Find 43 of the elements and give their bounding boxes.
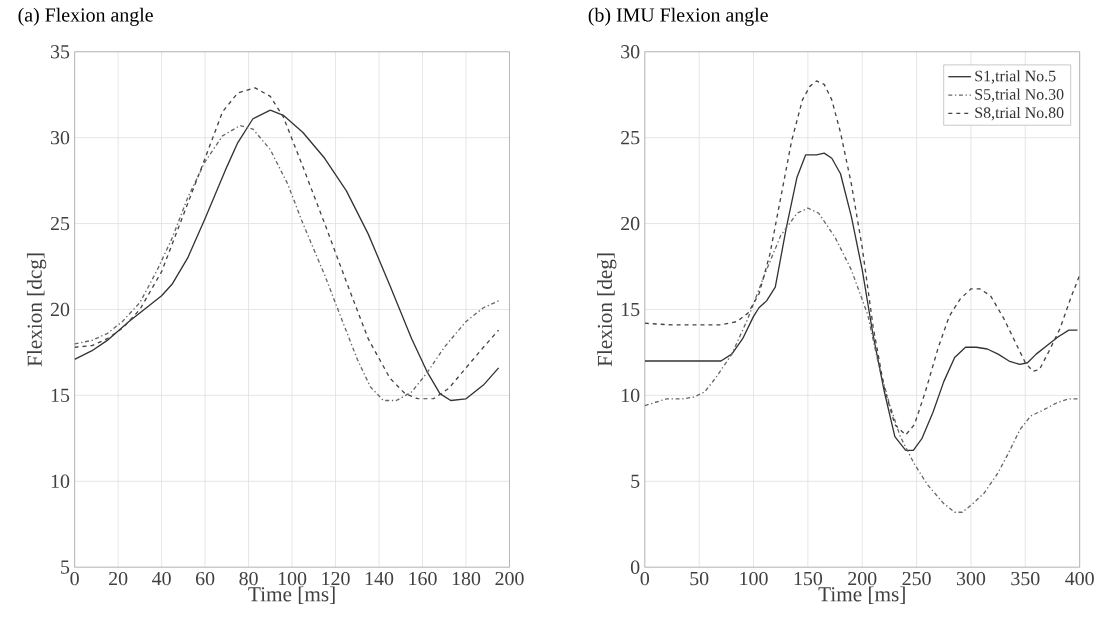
x-tick-label: 60 [195, 571, 215, 586]
x-tick-label: 100 [740, 571, 768, 586]
y-axis-title: Flexion [deg] [597, 253, 617, 367]
y-tick-label: 20 [621, 216, 640, 231]
x-tick-label: 300 [956, 571, 986, 586]
x-tick-label: 150 [794, 571, 823, 586]
x-tick-label: 200 [848, 571, 877, 586]
y-tick-label: 10 [621, 388, 640, 403]
y-tick-label: 10 [51, 474, 70, 489]
x-tick-label: 250 [902, 571, 931, 586]
x-tick-label: 100 [278, 571, 307, 586]
y-tick-label: 5 [631, 474, 640, 488]
x-tick-label: 50 [690, 571, 709, 586]
y-tick-label: 15 [51, 388, 70, 403]
y-tick-label: 35 [51, 45, 70, 59]
x-tick-label: 20 [109, 571, 128, 586]
x-tick-label: 120 [322, 571, 350, 586]
chart-title: (a) Flexion angle [18, 7, 153, 26]
y-tick-label: 25 [621, 131, 640, 145]
y-tick-label: 15 [621, 302, 640, 317]
x-tick-label: 400 [1065, 571, 1094, 586]
chart-title: (b) IMU Flexion angle [588, 7, 768, 26]
legend-label: S5,trial No.30 [975, 88, 1064, 103]
y-tick-label: 25 [50, 216, 70, 231]
y-axis-title: Flexion [dcg] [26, 253, 47, 367]
x-tick-label: 350 [1011, 571, 1040, 586]
line-series [644, 207, 1079, 513]
y-tick-label: 20 [50, 302, 70, 317]
x-tick-label: 180 [452, 571, 481, 586]
legend-label: S1,trial No.5 [975, 70, 1056, 84]
x-tick-label: 80 [239, 571, 258, 586]
x-tick-label: 160 [409, 571, 437, 586]
x-axis-title: Time [ms] [818, 586, 905, 605]
x-axis-title: Time [ms] [248, 586, 335, 605]
legend-label: S8,trial No.80 [975, 106, 1064, 121]
y-tick-label: 0 [630, 560, 640, 574]
y-tick-label: 5 [61, 560, 70, 574]
x-tick-label: 140 [365, 571, 394, 586]
y-tick-label: 30 [51, 130, 70, 145]
y-tick-label: 30 [621, 45, 640, 59]
x-tick-label: 200 [495, 571, 524, 586]
x-tick-label: 40 [152, 571, 171, 586]
x-tick-label: 0 [640, 571, 650, 586]
